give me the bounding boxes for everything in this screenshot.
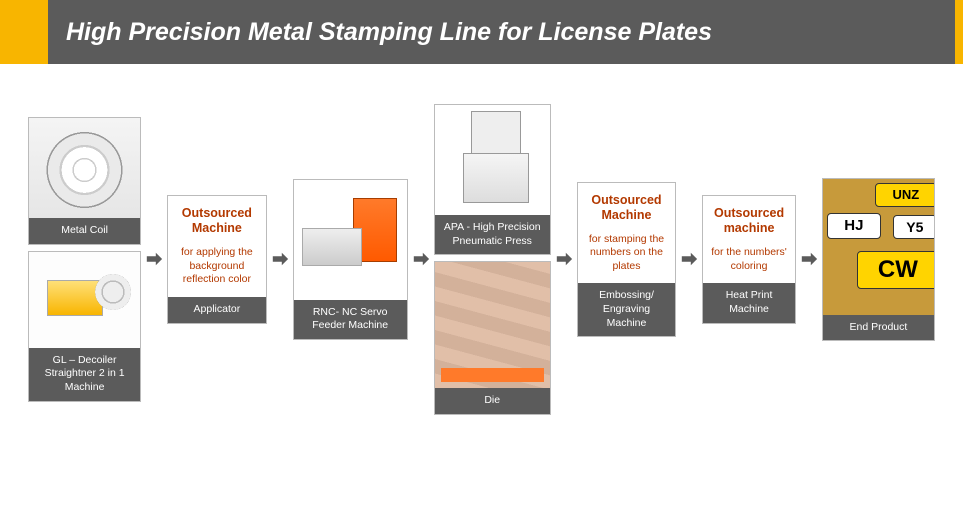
card-label: End Product [823,315,934,341]
card-label: Die [435,388,550,414]
arrow-icon [412,250,430,268]
card-embossing: Outsourced Machine for stamping the numb… [577,182,676,338]
title-bar: High Precision Metal Stamping Line for L… [48,0,955,64]
card-die: Die [434,261,551,415]
decoiler-image [29,252,140,348]
press-image [435,105,550,215]
arrow-icon [800,250,818,268]
arrow-icon [680,250,698,268]
feeder-image [294,180,407,300]
process-flow: Metal Coil GL – Decoiler Straightner 2 i… [0,64,963,415]
flow-col-applicator: Outsourced Machine for applying the back… [167,195,266,324]
card-applicator: Outsourced Machine for applying the back… [167,195,266,324]
outsourced-heading: Outsourced machine [709,206,789,236]
arrow-icon [555,250,573,268]
card-label: APA - High Precision Pneumatic Press [435,215,550,254]
card-label: RNC- NC Servo Feeder Machine [294,300,407,339]
plate-sample: Y5 [893,215,934,239]
card-label: Applicator [168,297,265,323]
flow-col-embossing: Outsourced Machine for stamping the numb… [577,182,676,338]
card-label: Metal Coil [29,218,140,244]
card-heatprint: Outsourced machine for the numbers' colo… [702,195,796,324]
plate-sample: UNZ [875,183,934,207]
card-decoiler: GL – Decoiler Straightner 2 in 1 Machine [28,251,141,402]
plate-sample: HJ [827,213,881,239]
card-end-product: UNZ HJ Y5 CW End Product [822,178,935,342]
metal-coil-image [29,118,140,218]
outsourced-sub: for stamping the numbers on the plates [584,233,669,274]
arrow-icon [145,250,163,268]
die-image [435,262,550,388]
card-label: GL – Decoiler Straightner 2 in 1 Machine [29,348,140,401]
outsourced-sub: for applying the background reflection c… [174,246,259,287]
page-title: High Precision Metal Stamping Line for L… [66,18,712,47]
flow-col-end-product: UNZ HJ Y5 CW End Product [822,178,935,342]
flow-col-press-die: APA - High Precision Pneumatic Press Die [434,104,551,415]
flow-col-heatprint: Outsourced machine for the numbers' colo… [702,195,796,324]
card-label: Embossing/ Engraving Machine [578,283,675,336]
card-feeder: RNC- NC Servo Feeder Machine [293,179,408,340]
flow-col-feeder: RNC- NC Servo Feeder Machine [293,179,408,340]
outsourced-heading: Outsourced Machine [174,206,259,236]
flow-col-input: Metal Coil GL – Decoiler Straightner 2 i… [28,117,141,402]
card-metal-coil: Metal Coil [28,117,141,245]
card-label: Heat Print Machine [703,283,795,322]
arrow-icon [271,250,289,268]
outsourced-sub: for the numbers' coloring [709,246,789,273]
end-product-image: UNZ HJ Y5 CW [823,179,934,315]
title-banner: High Precision Metal Stamping Line for L… [0,0,963,64]
outsourced-heading: Outsourced Machine [584,193,669,223]
plate-sample: CW [857,251,934,289]
card-press: APA - High Precision Pneumatic Press [434,104,551,255]
